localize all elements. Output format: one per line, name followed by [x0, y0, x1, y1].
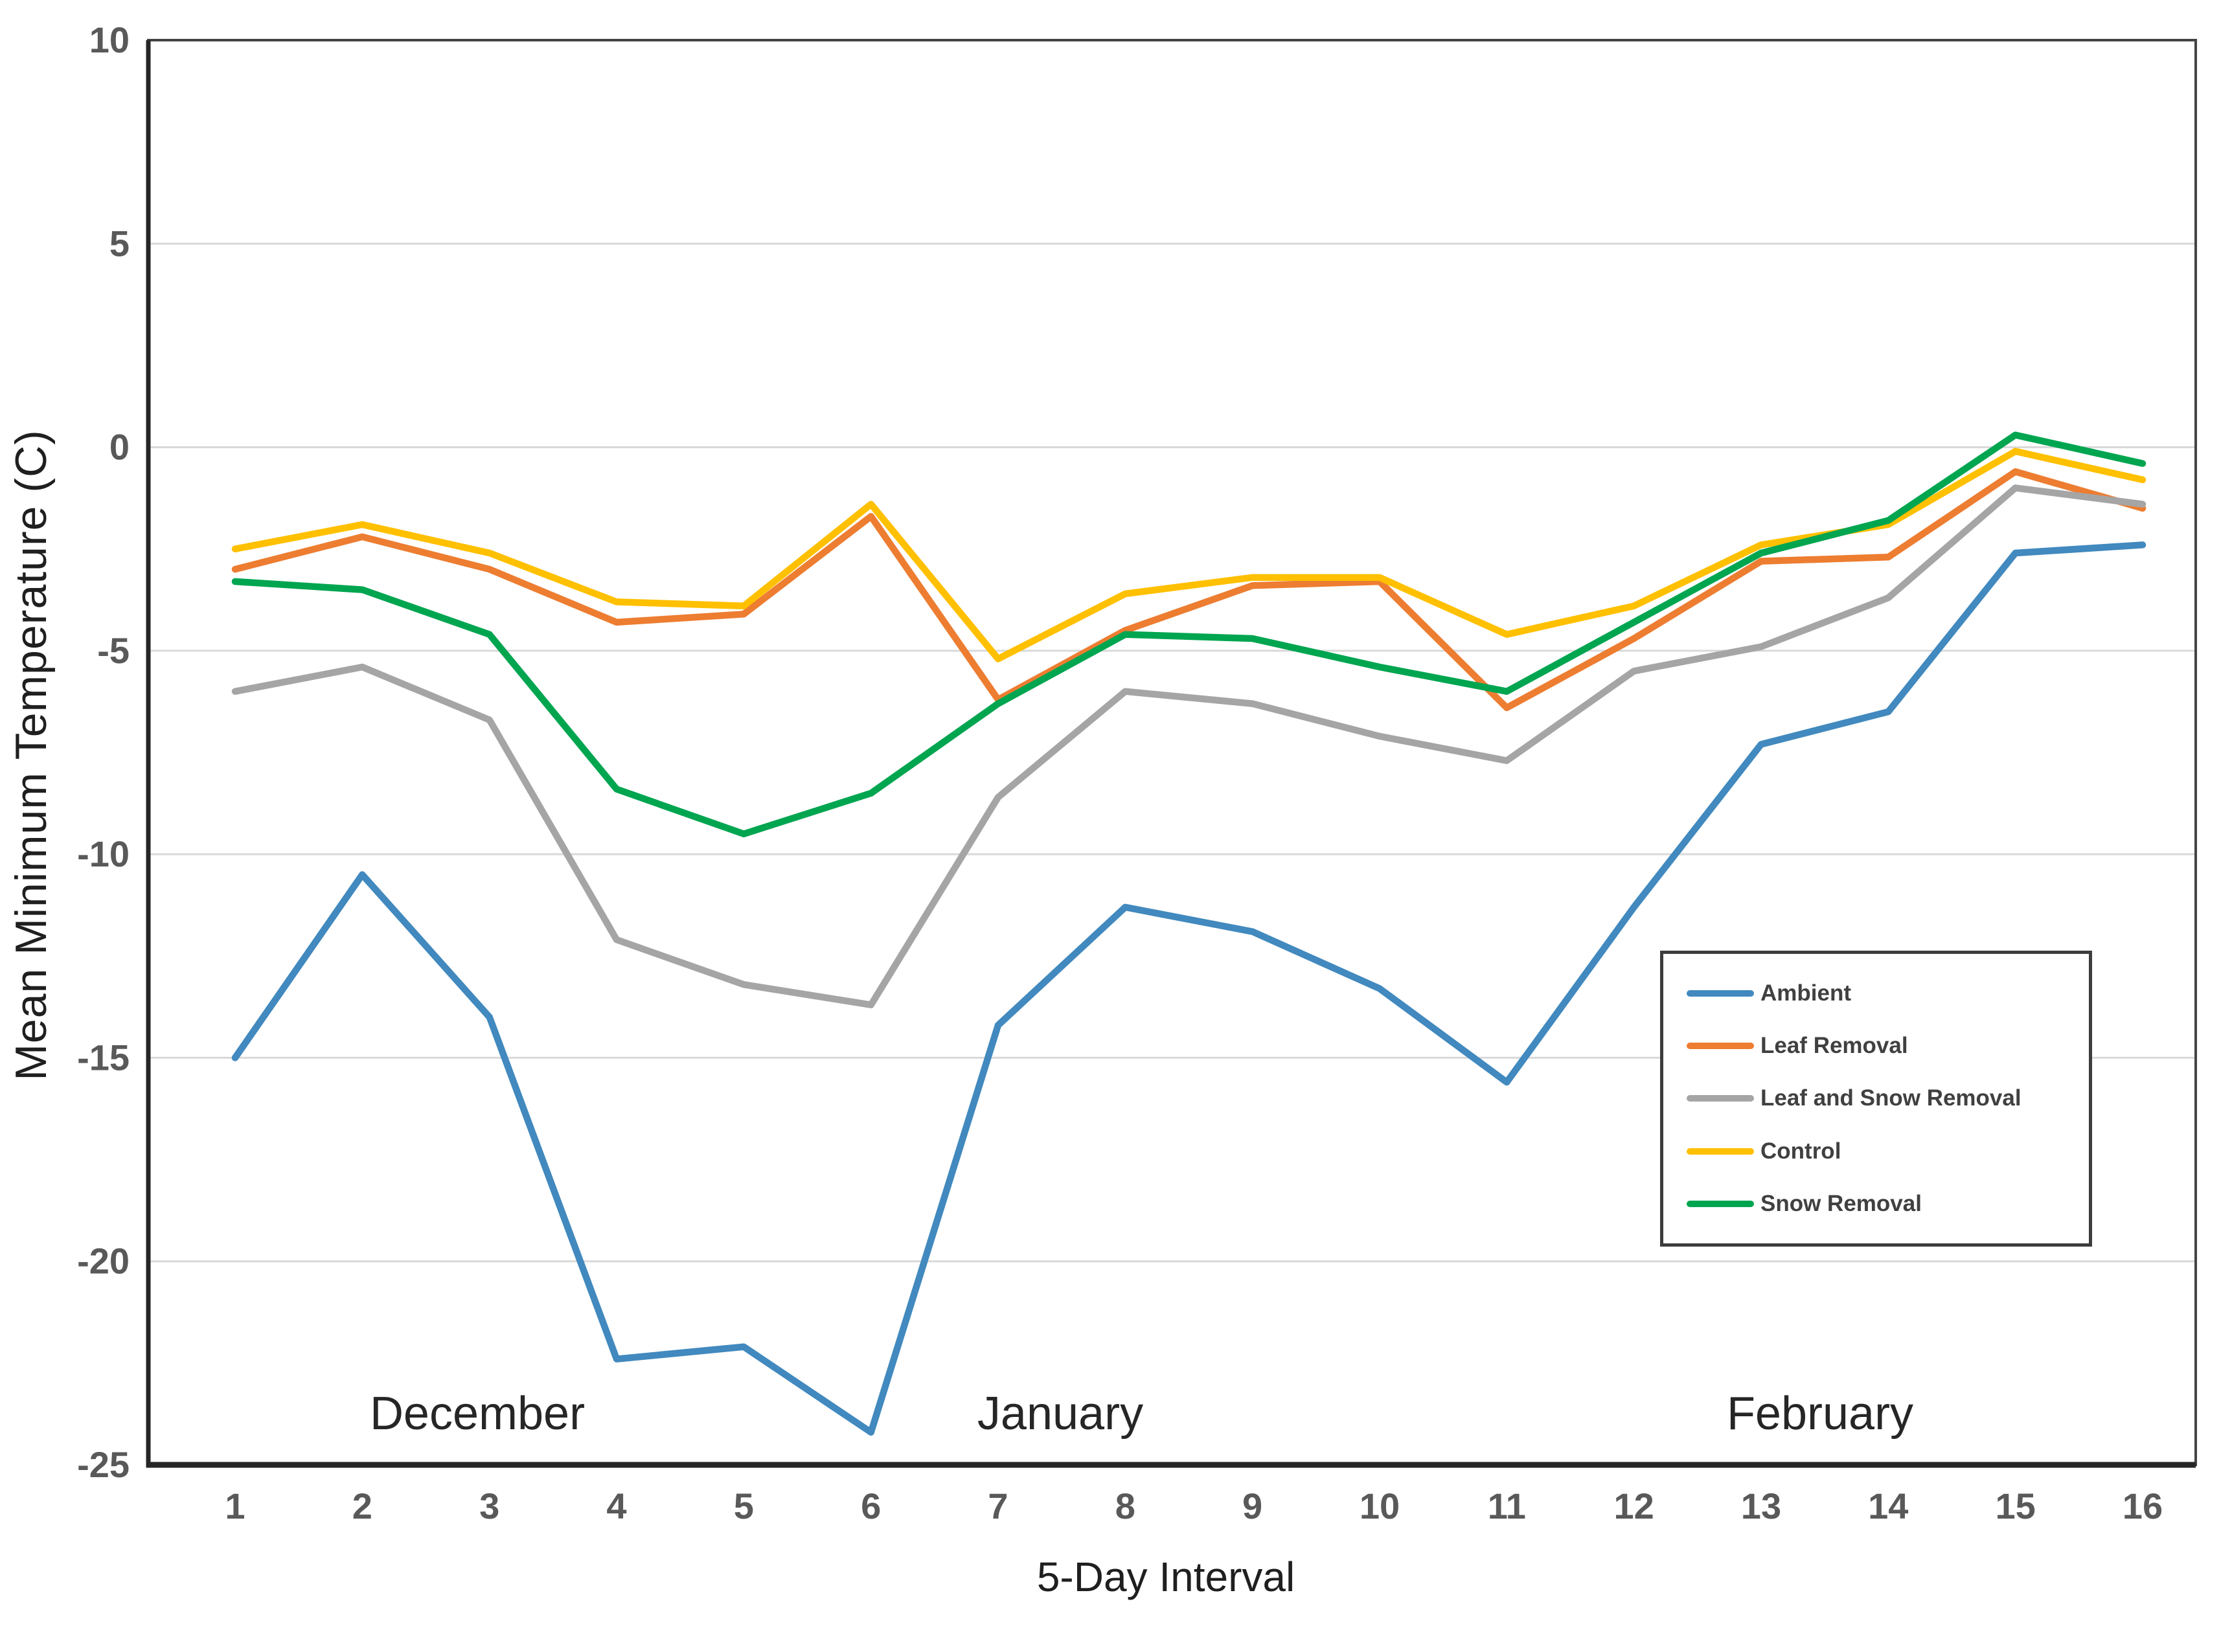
legend-swatch-control	[1687, 1148, 1754, 1155]
legend-swatch-snow-removal	[1687, 1200, 1754, 1207]
x-tick-label-4: 4	[606, 1486, 626, 1526]
legend-item-ambient: Ambient	[1687, 980, 2089, 1006]
x-tick-label-8: 8	[1115, 1486, 1135, 1526]
legend-label: Control	[1760, 1138, 1841, 1164]
legend-label: Leaf Removal	[1760, 1033, 1908, 1059]
x-tick-label-6: 6	[861, 1486, 881, 1526]
x-tick-label-10: 10	[1360, 1486, 1400, 1526]
series-line-ambient	[231, 541, 2147, 1436]
legend-label: Ambient	[1760, 980, 1851, 1006]
y-tick-label-0: 0	[109, 427, 130, 468]
y-tick-label--20: -20	[77, 1241, 130, 1282]
month-label-january: January	[977, 1388, 1144, 1440]
legend-item-control: Control	[1687, 1138, 2089, 1164]
y-tick-label-5: 5	[109, 223, 130, 264]
month-label-february: February	[1726, 1388, 1914, 1440]
legend-item-leaf-and-snow-removal: Leaf and Snow Removal	[1687, 1085, 2089, 1111]
series-line-snow-removal	[231, 431, 2147, 837]
y-tick-label--15: -15	[77, 1037, 130, 1078]
y-tick-label--25: -25	[77, 1444, 130, 1485]
y-tick-label--5: -5	[97, 630, 130, 671]
x-tick-label-16: 16	[2123, 1486, 2163, 1526]
series-line-leaf-and-snow-removal	[231, 484, 2147, 1008]
x-tick-label-3: 3	[479, 1486, 499, 1526]
legend-swatch-ambient	[1687, 990, 1754, 997]
legend-swatch-leaf-removal	[1687, 1043, 1754, 1050]
x-tick-label-7: 7	[988, 1486, 1008, 1526]
legend-swatch-leaf-and-snow-removal	[1687, 1095, 1754, 1102]
x-tick-label-15: 15	[1995, 1486, 2035, 1526]
legend-item-snow-removal: Snow Removal	[1687, 1191, 2089, 1217]
x-axis-title: 5-Day Interval	[1036, 1554, 1295, 1600]
y-tick-label--10: -10	[77, 833, 130, 874]
legend-label: Snow Removal	[1760, 1190, 1922, 1216]
x-tick-label-12: 12	[1613, 1486, 1654, 1526]
x-tick-label-2: 2	[352, 1486, 372, 1526]
legend-box: Ambient Leaf Removal Leaf and Snow Remov…	[1660, 951, 2092, 1247]
x-tick-label-9: 9	[1242, 1486, 1262, 1526]
series-line-leaf-removal	[231, 468, 2147, 712]
x-tick-label-5: 5	[734, 1486, 754, 1526]
month-label-december: December	[369, 1388, 586, 1440]
x-tick-label-13: 13	[1741, 1486, 1781, 1526]
y-tick-label-10: 10	[89, 19, 130, 60]
plot-frame	[147, 39, 2197, 1466]
x-tick-label-11: 11	[1488, 1486, 1526, 1526]
x-tick-label-14: 14	[1868, 1486, 1908, 1526]
legend-item-leaf-removal: Leaf Removal	[1687, 1033, 2089, 1059]
x-tick-label-1: 1	[225, 1486, 245, 1526]
legend-label: Leaf and Snow Removal	[1760, 1085, 2021, 1111]
y-axis-title: Mean Minimum Temperature (C)	[6, 429, 56, 1081]
